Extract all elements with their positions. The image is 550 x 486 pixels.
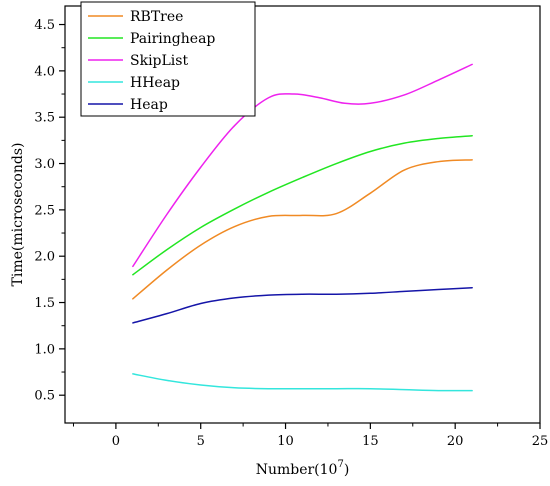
legend: RBTree Pairingheap SkipList HHeap Heap bbox=[80, 1, 256, 117]
series-line-hheap bbox=[132, 373, 473, 392]
legend-label: HHeap bbox=[130, 75, 180, 91]
legend-box bbox=[80, 1, 256, 117]
y-tick-label: 2.5 bbox=[34, 203, 55, 218]
x-axis-title-base: Number(10 bbox=[256, 462, 338, 478]
legend-label: Pairingheap bbox=[130, 31, 215, 47]
y-tick-label: 4.0 bbox=[34, 64, 55, 79]
legend-item-heap: Heap bbox=[88, 97, 168, 113]
y-tick-label: 1.5 bbox=[34, 296, 55, 311]
y-tick-label: 3.0 bbox=[34, 157, 55, 172]
x-axis: 0 5 10 15 20 25 bbox=[72, 423, 549, 449]
y-tick-label: 1.0 bbox=[34, 342, 55, 357]
legend-label: Heap bbox=[130, 97, 168, 113]
series-line-rbtree bbox=[132, 159, 473, 300]
x-axis-title: Number(107) bbox=[256, 459, 350, 478]
y-tick-label: 2.0 bbox=[34, 250, 55, 265]
legend-item-hheap: HHeap bbox=[88, 75, 180, 91]
series-line-heap bbox=[132, 286, 473, 324]
y-tick-label: 4.5 bbox=[34, 18, 55, 33]
x-axis-title-close: ) bbox=[344, 462, 349, 478]
y-tick-label: 3.5 bbox=[34, 111, 55, 126]
x-tick-label: 0 bbox=[112, 434, 120, 449]
series-line-skiplist bbox=[132, 63, 473, 268]
x-tick-label: 15 bbox=[362, 434, 379, 449]
x-tick-label: 20 bbox=[447, 434, 464, 449]
y-tick-label: 0.5 bbox=[34, 389, 55, 404]
x-tick-label: 10 bbox=[277, 434, 294, 449]
series-layer bbox=[132, 63, 473, 392]
legend-item-rbtree: RBTree bbox=[88, 9, 183, 25]
y-axis: 0.5 1.0 1.5 2.0 2.5 3.0 3.5 4.0 4.5 bbox=[34, 18, 65, 404]
x-tick-label: 25 bbox=[532, 434, 549, 449]
legend-item-skiplist: SkipList bbox=[88, 53, 188, 69]
plot-border bbox=[64, 5, 541, 424]
legend-item-pairingheap: Pairingheap bbox=[88, 31, 215, 47]
x-axis-title-exponent: 7 bbox=[337, 459, 343, 470]
y-axis-title: Time(microseconds) bbox=[10, 143, 26, 287]
legend-label: RBTree bbox=[130, 9, 183, 25]
series-line-pairingheap bbox=[132, 134, 473, 276]
legend-label: SkipList bbox=[130, 53, 188, 69]
x-tick-label: 5 bbox=[197, 434, 205, 449]
plot-frame bbox=[64, 5, 541, 424]
